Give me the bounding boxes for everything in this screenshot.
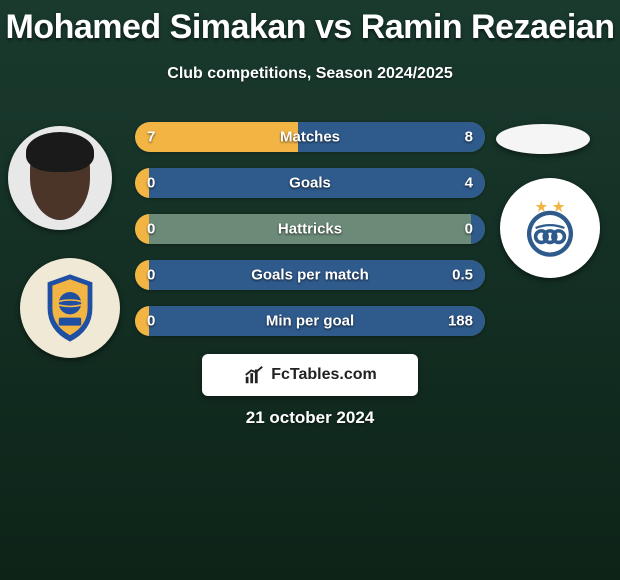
club-left-badge [20,258,120,358]
stat-fill-left [135,122,298,152]
stat-label: Goals [289,175,331,192]
stat-fill-right [471,214,485,244]
attribution-text: FcTables.com [271,366,377,384]
stat-left-value: 0 [147,221,155,238]
player-right-avatar [496,124,590,154]
stat-bars: 7 8 Matches 0 4 Goals 0 0 Hattricks 0 0.5 Goals per… [135,122,485,352]
date-text: 21 october 2024 [0,408,620,428]
stat-row: 0 0 Hattricks [135,214,485,244]
stat-label: Hattricks [278,221,342,238]
subtitle: Club competitions, Season 2024/2025 [0,65,620,83]
stat-right-value: 0 [465,221,473,238]
stat-right-value: 4 [465,175,473,192]
stat-row: 0 188 Min per goal [135,306,485,336]
stat-row: 0 4 Goals [135,168,485,198]
stat-row: 7 8 Matches [135,122,485,152]
stat-label: Matches [280,129,340,146]
player-left-avatar [8,126,112,230]
stat-label: Goals per match [251,267,369,284]
stat-left-value: 0 [147,313,155,330]
stat-left-value: 0 [147,267,155,284]
stat-left-value: 7 [147,129,155,146]
club-right-badge [500,178,600,278]
al-nassr-icon [30,268,110,348]
page-title: Mohamed Simakan vs Ramin Rezaeian [0,0,620,47]
chart-icon [243,364,265,386]
stat-right-value: 0.5 [452,267,473,284]
stat-right-value: 188 [448,313,473,330]
stat-right-value: 8 [465,129,473,146]
stat-row: 0 0.5 Goals per match [135,260,485,290]
stat-label: Min per goal [266,313,354,330]
esteghlal-icon [514,192,586,264]
stat-left-value: 0 [147,175,155,192]
attribution-badge: FcTables.com [202,354,418,396]
